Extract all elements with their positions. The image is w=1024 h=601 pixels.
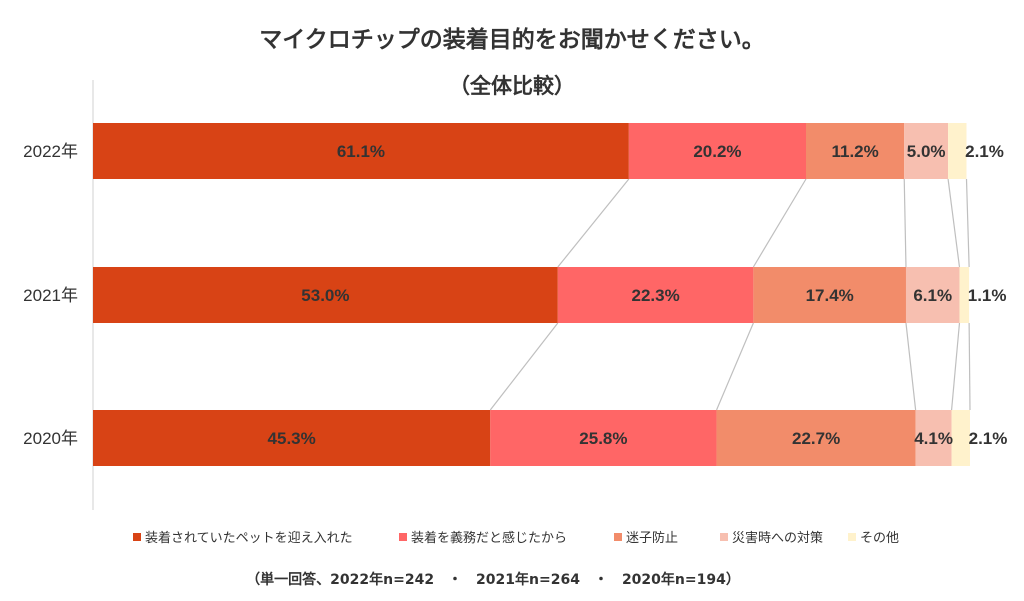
category-labels: 2022年 2021年 2020年 <box>23 142 78 448</box>
bars <box>93 123 970 466</box>
bar-segment <box>948 123 967 179</box>
series-line <box>905 322 917 411</box>
category-label: 2022年 <box>23 142 78 161</box>
legend-label: 装着されていたペットを迎え入れた <box>145 530 353 546</box>
data-label: 22.7% <box>792 429 840 448</box>
bar-segment <box>959 267 970 323</box>
legend-label: 災害時への対策 <box>732 530 823 546</box>
series-line <box>947 178 961 268</box>
bar-segment <box>905 267 960 323</box>
bar-segment <box>628 123 807 179</box>
data-label: 4.1% <box>914 429 953 448</box>
series-line <box>968 322 971 411</box>
series-line <box>489 322 559 411</box>
legend: 装着されていたペットを迎え入れた 装着を義務だと感じたから 迷子防止 災害時への対策 そ… <box>133 530 899 546</box>
series-lines <box>489 178 971 411</box>
data-label: 20.2% <box>693 142 741 161</box>
bar-segment <box>93 267 558 323</box>
bar-segment <box>93 410 491 466</box>
bar-segment <box>557 267 754 323</box>
legend-swatch <box>848 533 856 541</box>
data-label: 25.8% <box>579 429 627 448</box>
bar-segment <box>915 410 952 466</box>
data-label: 1.1% <box>968 286 1007 305</box>
chart-subtitle: （全体比較） <box>449 74 575 98</box>
data-label: 2.1% <box>969 429 1008 448</box>
series-line <box>950 322 961 411</box>
bar-segment <box>806 123 905 179</box>
bar-segment <box>716 410 916 466</box>
legend-swatch <box>133 533 141 541</box>
series-line <box>903 178 907 268</box>
bar-segment <box>904 123 949 179</box>
data-label: 45.3% <box>268 429 316 448</box>
bar-segment <box>93 123 629 179</box>
data-label: 22.3% <box>631 286 679 305</box>
series-line <box>965 178 970 268</box>
bar-segment <box>753 267 906 323</box>
bar-segment <box>490 410 717 466</box>
data-label: 2.1% <box>965 142 1004 161</box>
data-label: 6.1% <box>913 286 952 305</box>
series-line <box>752 178 807 268</box>
chart-title: マイクロチップの装着目的をお聞かせください。 <box>259 26 765 53</box>
category-label: 2021年 <box>23 286 78 305</box>
data-label: 5.0% <box>907 142 946 161</box>
legend-label: その他 <box>860 531 899 546</box>
bar-segment <box>951 410 970 466</box>
sample-size-note: （単一回答、2022年n=242 ・ 2021年n=264 ・ 2020年n=1… <box>246 571 740 588</box>
legend-swatch <box>720 533 728 541</box>
legend-swatch <box>399 533 407 541</box>
data-label: 61.1% <box>337 142 385 161</box>
legend-swatch <box>614 533 622 541</box>
legend-label: 迷子防止 <box>626 530 678 546</box>
category-label: 2020年 <box>23 429 78 448</box>
legend-label: 装着を義務だと感じたから <box>411 530 567 546</box>
data-label: 53.0% <box>301 286 349 305</box>
series-line <box>557 178 630 268</box>
data-label: 17.4% <box>806 286 854 305</box>
series-line <box>715 322 754 411</box>
data-labels: 61.1% 20.2% 11.2% 5.0% 2.1% 53.0% 22.3% 17.4% 6.… <box>268 142 1008 448</box>
data-label: 11.2% <box>831 142 878 161</box>
